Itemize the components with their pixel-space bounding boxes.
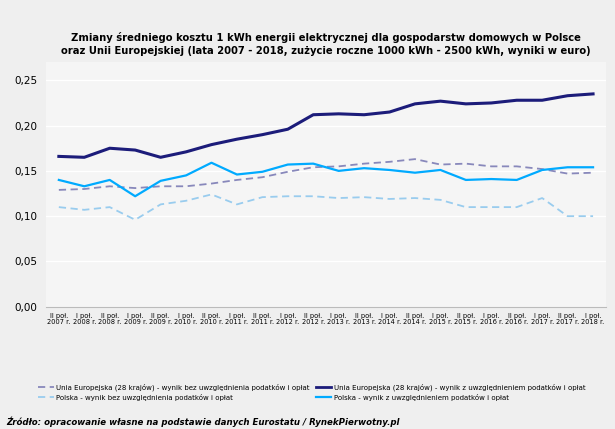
Legend: Unia Europejska (28 krajów) - wynik bez uwzględnienia podatków i opłat, Polska -: Unia Europejska (28 krajów) - wynik bez … — [38, 384, 585, 401]
Text: Źródło: opracowanie własne na podstawie danych Eurostatu / RynekPierwotny.pl: Źródło: opracowanie własne na podstawie … — [6, 417, 400, 427]
Title: Zmiany średniego kosztu 1 kWh energii elektrycznej dla gospodarstw domowych w Po: Zmiany średniego kosztu 1 kWh energii el… — [61, 32, 591, 56]
